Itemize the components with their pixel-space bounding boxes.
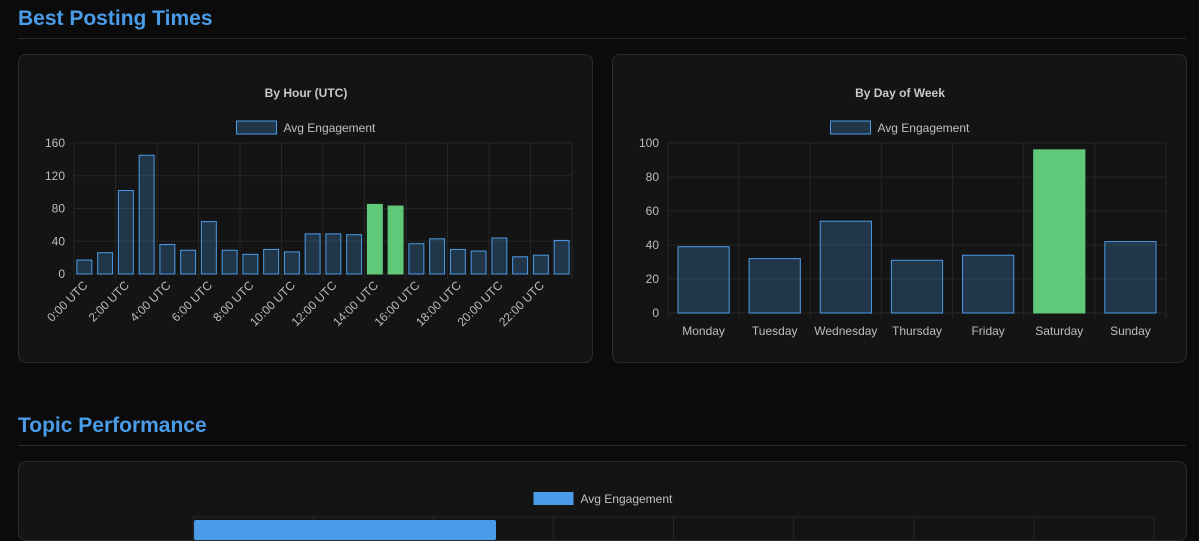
x-tick-label: Sunday xyxy=(1110,324,1151,338)
y-tick-label: 40 xyxy=(646,238,660,252)
x-tick-label: Thursday xyxy=(892,324,942,338)
x-tick-label: 0:00 UTC xyxy=(44,278,90,324)
bar xyxy=(491,237,508,275)
y-tick-label: 60 xyxy=(646,204,660,218)
bar xyxy=(1104,241,1157,314)
chart-by-day: By Day of Week Avg Engagement 0 20 40 60 80 100… xyxy=(639,86,1167,338)
bar xyxy=(242,253,259,275)
chart-panel-by-day: By Day of Week Avg Engagement 0 20 40 60 80 100… xyxy=(612,54,1187,363)
bar xyxy=(449,248,466,275)
bar xyxy=(553,239,570,275)
bar xyxy=(180,249,197,275)
section-title-topic-performance: Topic Performance xyxy=(18,414,207,437)
x-tick-label: Tuesday xyxy=(752,324,798,338)
x-tick-label: 4:00 UTC xyxy=(127,278,173,324)
bar xyxy=(138,154,155,275)
bar xyxy=(194,520,496,540)
bar xyxy=(962,254,1015,314)
y-tick-label: 120 xyxy=(45,169,65,183)
y-tick-label: 0 xyxy=(58,267,65,281)
bar xyxy=(76,259,93,275)
bar xyxy=(532,254,549,275)
y-tick-label: 160 xyxy=(45,136,65,150)
bar xyxy=(819,220,872,314)
x-tick-label: Friday xyxy=(971,324,1004,338)
chart-panel-topic-performance: Avg Engagement xyxy=(18,461,1187,541)
bar xyxy=(512,256,529,275)
bar xyxy=(677,246,730,314)
bar-highlight xyxy=(1033,149,1086,314)
bar-highlight xyxy=(366,203,383,275)
section-divider xyxy=(18,445,1186,446)
x-tick-label: Saturday xyxy=(1035,324,1083,338)
y-tick-label: 80 xyxy=(52,202,66,216)
bar xyxy=(408,243,425,275)
bar xyxy=(470,250,487,275)
legend-swatch xyxy=(533,492,574,505)
legend-label: Avg Engagement xyxy=(878,121,971,135)
bar-highlight xyxy=(387,205,404,275)
bar xyxy=(346,234,363,275)
x-tick-label: 6:00 UTC xyxy=(169,278,215,324)
x-tick-label: Wednesday xyxy=(814,324,877,338)
bar xyxy=(117,189,134,275)
legend-swatch xyxy=(830,120,871,135)
bar xyxy=(748,258,801,314)
bar xyxy=(159,244,176,275)
legend-label: Avg Engagement xyxy=(581,492,674,506)
y-tick-label: 0 xyxy=(652,306,659,320)
bar xyxy=(325,233,342,275)
bar xyxy=(304,233,321,275)
y-tick-label: 20 xyxy=(646,272,660,286)
bar xyxy=(890,259,944,314)
section-title-best-posting-times: Best Posting Times xyxy=(18,7,213,30)
y-tick-label: 40 xyxy=(52,234,66,248)
bar xyxy=(263,248,280,275)
bar xyxy=(283,251,300,275)
chart-by-hour: By Hour (UTC) Avg Engagement 0 40 80 120 160 0:… xyxy=(44,86,573,329)
x-tick-label: 2:00 UTC xyxy=(86,278,132,324)
x-tick-label: Monday xyxy=(682,324,725,338)
legend-swatch xyxy=(236,120,277,135)
bar xyxy=(97,252,114,275)
section-divider xyxy=(18,38,1186,39)
x-tick-label: 22:00 UTC xyxy=(496,278,547,329)
chart-topic-performance: Avg Engagement xyxy=(192,492,1155,540)
bar xyxy=(200,221,217,275)
chart-panel-by-hour: By Hour (UTC) Avg Engagement 0 40 80 120 160 0:… xyxy=(18,54,593,363)
chart-title: By Hour (UTC) xyxy=(265,86,348,100)
bar xyxy=(429,238,446,275)
chart-title: By Day of Week xyxy=(855,86,945,100)
legend-label: Avg Engagement xyxy=(284,121,377,135)
bar xyxy=(221,249,238,275)
y-tick-label: 100 xyxy=(639,136,659,150)
y-tick-label: 80 xyxy=(646,170,660,184)
